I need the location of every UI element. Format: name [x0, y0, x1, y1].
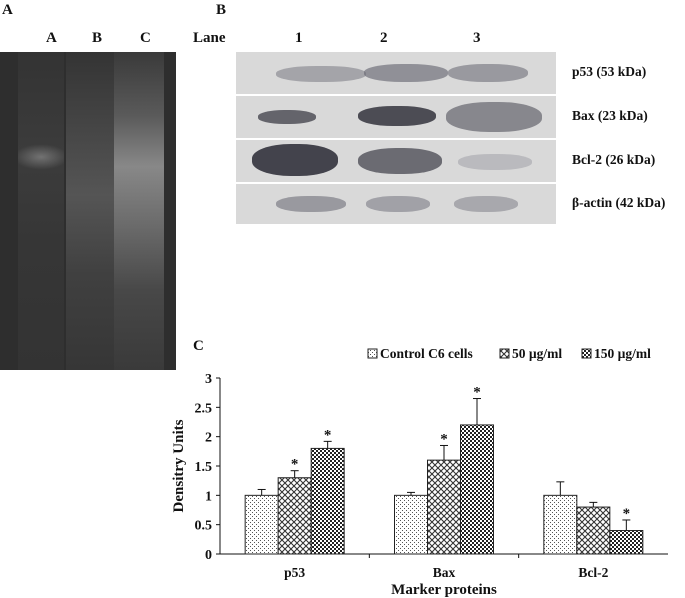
blot-label-bcl2: Bcl-2 (26 kDa) — [572, 152, 656, 167]
bar — [394, 494, 428, 555]
x-tick-label: p53 — [284, 565, 305, 580]
bar — [427, 459, 461, 555]
x-axis-title: Marker proteins — [391, 582, 497, 598]
bar — [244, 494, 279, 555]
blot-strip-bcl2 — [236, 140, 556, 182]
blot-lane-label-3: 3 — [473, 30, 481, 46]
bar — [460, 424, 494, 555]
bar — [310, 447, 345, 555]
significance-marker: * — [291, 457, 299, 473]
blot-lane-label-2: 2 — [380, 30, 388, 46]
y-tick-label: 3 — [205, 372, 212, 387]
legend-swatch — [581, 348, 592, 359]
bar — [543, 494, 578, 555]
significance-marker: * — [324, 427, 332, 443]
gel-lane-label-a: A — [46, 30, 57, 46]
gel-lane-label-c: C — [140, 30, 151, 46]
blot-label-bax: Bax (23 kDa) — [572, 108, 648, 123]
legend-label: 150 µg/ml — [594, 346, 651, 361]
bar — [576, 506, 611, 555]
y-tick-label: 1.5 — [195, 460, 213, 475]
gel-lane-b-smear — [66, 52, 114, 370]
y-tick-label: 2.5 — [195, 401, 213, 416]
gel-lane-c-smear — [114, 52, 164, 370]
blot-strip-bax — [236, 96, 556, 138]
agarose-gel-photo — [0, 52, 176, 370]
gel-lane-label-b: B — [92, 30, 103, 46]
significance-marker: * — [473, 385, 481, 401]
x-tick-label: Bax — [433, 565, 456, 580]
y-tick-label: 0.5 — [195, 519, 213, 534]
bar — [277, 477, 312, 555]
chart-bars: * * * * * — [244, 385, 644, 555]
gel-lane-a-smear — [18, 52, 64, 370]
panel-a-letter: A — [2, 2, 13, 18]
legend-label: Control C6 cells — [380, 346, 473, 361]
blot-lane-label-1: 1 — [295, 30, 303, 46]
bar — [609, 530, 644, 555]
significance-marker: * — [623, 506, 631, 522]
chart-legend: Control C6 cells 50 µg/ml 150 µg/ml — [367, 346, 651, 361]
legend-swatch — [499, 348, 510, 359]
y-tick-label: 2 — [205, 431, 212, 446]
legend-label: 50 µg/ml — [512, 346, 562, 361]
chart-axes: 0 0.5 1 1.5 2 2.5 3 Densitry Units Marker protei… — [171, 372, 668, 598]
blot-strip-beta-actin — [236, 184, 556, 224]
y-tick-label: 1 — [205, 489, 212, 504]
x-tick-label: Bcl-2 — [578, 565, 608, 580]
y-tick-label: 0 — [205, 548, 212, 563]
y-axis-title: Densitry Units — [171, 419, 187, 512]
blot-strip-p53 — [236, 52, 556, 94]
panel-b-letter: B — [216, 2, 227, 18]
significance-marker: * — [440, 431, 448, 447]
blot-lane-header: Lane — [193, 30, 226, 46]
panel-c-letter: C — [193, 338, 204, 354]
blot-label-p53: p53 (53 kDa) — [572, 64, 647, 79]
legend-swatch — [367, 348, 378, 359]
blot-label-beta-actin: β-actin (42 kDa) — [572, 195, 666, 210]
